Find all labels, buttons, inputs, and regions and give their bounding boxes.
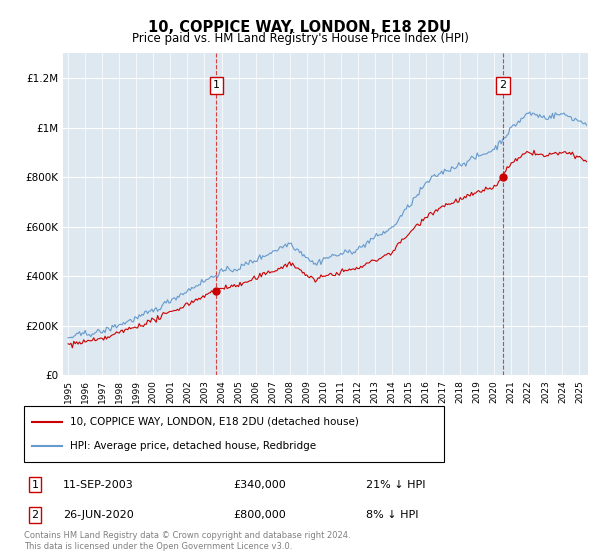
Text: Price paid vs. HM Land Registry's House Price Index (HPI): Price paid vs. HM Land Registry's House …: [131, 32, 469, 45]
Text: 8% ↓ HPI: 8% ↓ HPI: [366, 510, 419, 520]
Text: 1: 1: [213, 81, 220, 90]
FancyBboxPatch shape: [24, 406, 444, 462]
Text: Contains HM Land Registry data © Crown copyright and database right 2024.
This d: Contains HM Land Registry data © Crown c…: [24, 531, 350, 551]
Text: 21% ↓ HPI: 21% ↓ HPI: [366, 479, 426, 489]
Text: 11-SEP-2003: 11-SEP-2003: [62, 479, 133, 489]
Text: 2: 2: [499, 81, 506, 90]
Text: HPI: Average price, detached house, Redbridge: HPI: Average price, detached house, Redb…: [70, 441, 316, 451]
Text: 2: 2: [31, 510, 38, 520]
Text: 10, COPPICE WAY, LONDON, E18 2DU (detached house): 10, COPPICE WAY, LONDON, E18 2DU (detach…: [70, 417, 359, 427]
Text: 1: 1: [32, 479, 38, 489]
Text: £340,000: £340,000: [234, 479, 287, 489]
Text: 10, COPPICE WAY, LONDON, E18 2DU: 10, COPPICE WAY, LONDON, E18 2DU: [148, 20, 452, 35]
Text: 26-JUN-2020: 26-JUN-2020: [62, 510, 133, 520]
Text: £800,000: £800,000: [234, 510, 287, 520]
